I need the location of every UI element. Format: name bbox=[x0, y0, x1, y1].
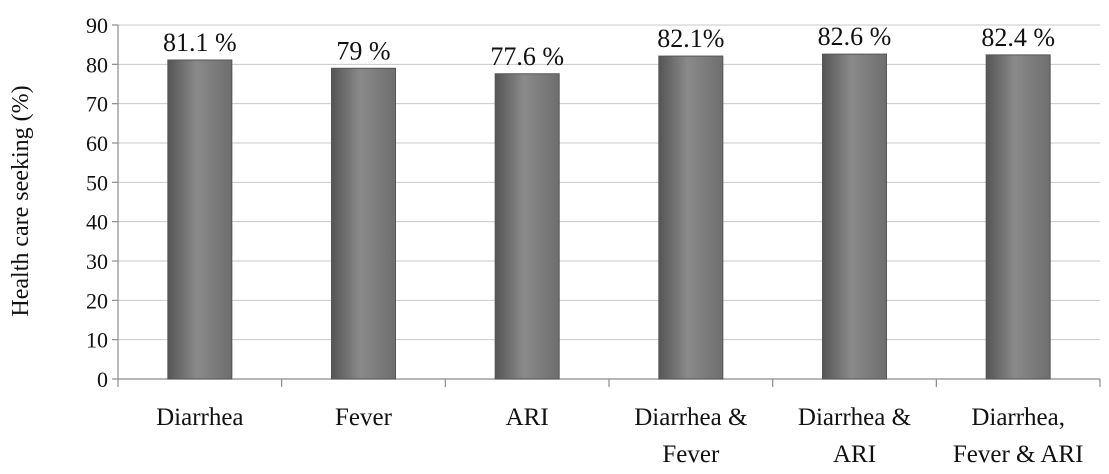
x-category-label-line: Diarrhea, bbox=[971, 404, 1065, 431]
gridlines bbox=[118, 24, 1100, 341]
y-tick-label: 70 bbox=[86, 92, 108, 117]
bar-data-label: 81.1 % bbox=[163, 28, 237, 57]
y-tick-label: 60 bbox=[86, 131, 108, 156]
x-category-label-line: Fever bbox=[662, 441, 720, 468]
x-category-label: Fever bbox=[335, 404, 393, 431]
category-labels: Diarrhea Fever ARI Diarrhea & FeverDiarrhea … bbox=[156, 404, 1083, 468]
bar bbox=[658, 55, 724, 380]
bar-data-label: 82.6 % bbox=[818, 22, 892, 51]
x-category-label-line: Diarrhea & bbox=[634, 404, 747, 431]
x-category-label-line: ARI bbox=[833, 441, 876, 468]
bar-data-label: 77.6 % bbox=[490, 42, 564, 71]
bar bbox=[494, 73, 560, 380]
y-tick-label: 10 bbox=[86, 328, 108, 353]
y-axis-title: Health care seeking (%) bbox=[8, 85, 34, 316]
y-tick-label: 20 bbox=[86, 288, 108, 313]
x-category-label-line: ARI bbox=[506, 404, 549, 431]
bar-data-label: 79 % bbox=[336, 36, 390, 65]
y-tick-label: 0 bbox=[97, 367, 108, 392]
data-labels: 81.1 % 79 % 77.6 % 82.1% 82.6 % 82.4 % bbox=[163, 22, 1055, 71]
x-category-label-line: Fever bbox=[335, 404, 393, 431]
x-category-label-line: Diarrhea bbox=[156, 404, 243, 431]
x-category-label-line: Diarrhea & bbox=[798, 404, 911, 431]
x-category-label: Diarrhea & Fever bbox=[634, 404, 747, 468]
y-tick-label: 50 bbox=[86, 170, 108, 195]
x-category-label: Diarrhea, Fever & ARI bbox=[953, 404, 1084, 468]
y-tick-label: 40 bbox=[86, 210, 108, 235]
axes bbox=[112, 24, 1101, 387]
bar bbox=[822, 53, 887, 380]
bar-data-label: 82.1% bbox=[657, 24, 724, 53]
bar bbox=[985, 54, 1051, 380]
bar bbox=[331, 67, 396, 380]
y-tick-labels: 0 10 20 30 40 50 60 70 80 90 bbox=[86, 13, 108, 392]
x-category-label: ARI bbox=[506, 404, 549, 431]
y-tick-label: 30 bbox=[86, 249, 108, 274]
bar bbox=[167, 59, 233, 380]
x-category-label: Diarrhea & ARI bbox=[798, 404, 911, 468]
bar-data-label: 82.4 % bbox=[981, 23, 1055, 52]
x-category-label: Diarrhea bbox=[156, 404, 243, 431]
x-category-label-line: Fever & ARI bbox=[953, 441, 1084, 468]
y-tick-label: 80 bbox=[86, 52, 108, 77]
y-tick-label: 90 bbox=[86, 13, 108, 38]
bars bbox=[167, 53, 1051, 380]
